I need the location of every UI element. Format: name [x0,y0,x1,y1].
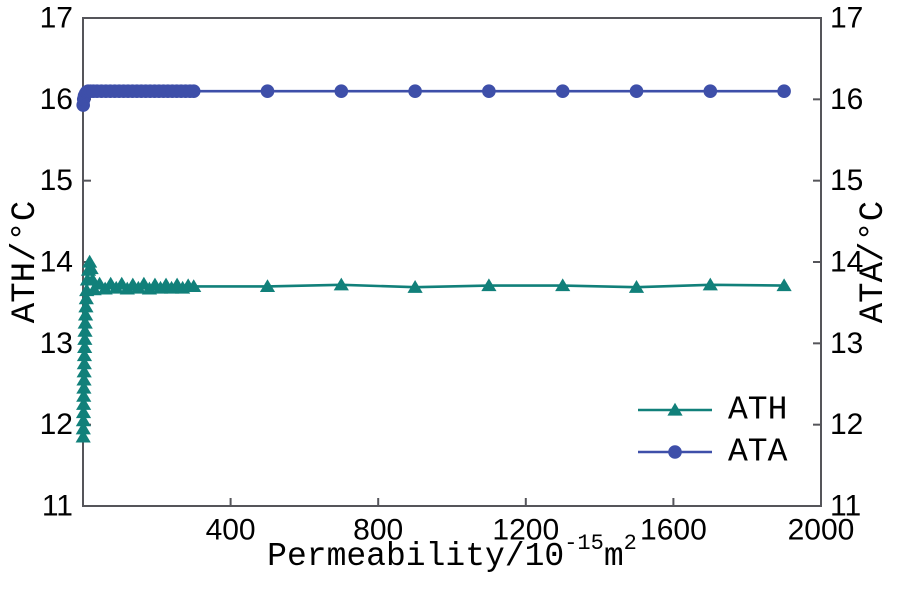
x-axis-title-part: Permeability/10 [267,538,564,575]
circle-marker [668,445,682,459]
series-ath [75,254,792,443]
triangle-marker [82,254,98,268]
y-tick-label-right: 14 [830,246,863,279]
triangle-marker [77,307,94,321]
y-tick-label-left: 16 [40,83,73,116]
triangle-marker [75,413,92,427]
y-tick-label-left: 14 [40,246,73,279]
triangle-marker [76,348,93,362]
circle-marker [777,84,791,98]
y-axis-title-left: ATH/°C [7,201,45,323]
y-tick-label-left: 15 [40,164,73,197]
triangle-marker [186,279,202,292]
triangle-marker [407,280,423,293]
triangle-marker [555,278,571,292]
triangle-marker [76,372,92,386]
triangle-marker [76,356,92,370]
x-tick-label: 400 [206,514,256,547]
y-tick-label-right: 12 [830,408,863,441]
circle-marker [408,84,422,98]
legend-item-ath: ATH [638,392,787,429]
triangle-marker [78,291,94,305]
series-ata [76,84,791,112]
x-axis-title: Permeability/10-15m2 [267,531,637,575]
circle-marker [334,84,349,98]
triangle-marker [77,315,93,329]
triangle-marker [76,380,92,394]
x-tick-label: 2000 [788,514,855,547]
triangle-marker [75,405,92,419]
y-axis-title-right: ATA/°C [855,201,893,323]
circle-marker [260,84,275,98]
circle-marker [629,84,644,98]
triangle-marker [78,299,94,313]
y-tick-label-left: 11 [42,490,73,523]
circle-marker [482,84,496,98]
circle-marker [703,84,718,98]
x-tick-label: 1200 [492,514,559,547]
y-tick-label-right: 16 [830,83,863,116]
triangle-marker [75,429,91,443]
triangle-marker [76,364,92,378]
x-axis-title-part: m [604,538,624,575]
circle-marker [555,84,570,98]
x-tick-label: 1600 [640,514,707,547]
y-tick-label-left: 13 [40,327,73,360]
triangle-marker [76,397,92,410]
triangle-marker [77,332,93,345]
y-tick-label-right: 17 [830,2,863,35]
triangle-marker [702,277,718,291]
y-tick-label-right: 15 [830,164,863,197]
triangle-marker [259,279,276,292]
triangle-marker [75,421,91,435]
y-tick-label-right: 11 [830,490,861,523]
y-tick-label-left: 17 [40,2,73,35]
circle-marker [186,84,201,98]
triangle-marker [83,261,99,275]
x-tick-label: 800 [353,514,403,547]
legend-label: ATA [728,434,788,471]
triangle-marker [333,277,349,291]
triangle-marker [77,340,93,353]
triangle-marker [77,323,93,337]
legend-item-ata: ATA [638,434,788,471]
triangle-marker [667,402,683,416]
x-axis-title-superscript: 2 [624,531,637,556]
triangle-marker [628,280,645,293]
x-axis-title-superscript: -15 [564,531,604,556]
triangle-marker [776,278,792,292]
y-tick-label-right: 13 [830,327,863,360]
triangle-marker [481,278,497,292]
y-tick-label-left: 12 [40,408,73,441]
legend: ATH ATA [638,392,788,471]
triangle-marker [76,389,92,402]
legend-label: ATH [728,392,787,429]
